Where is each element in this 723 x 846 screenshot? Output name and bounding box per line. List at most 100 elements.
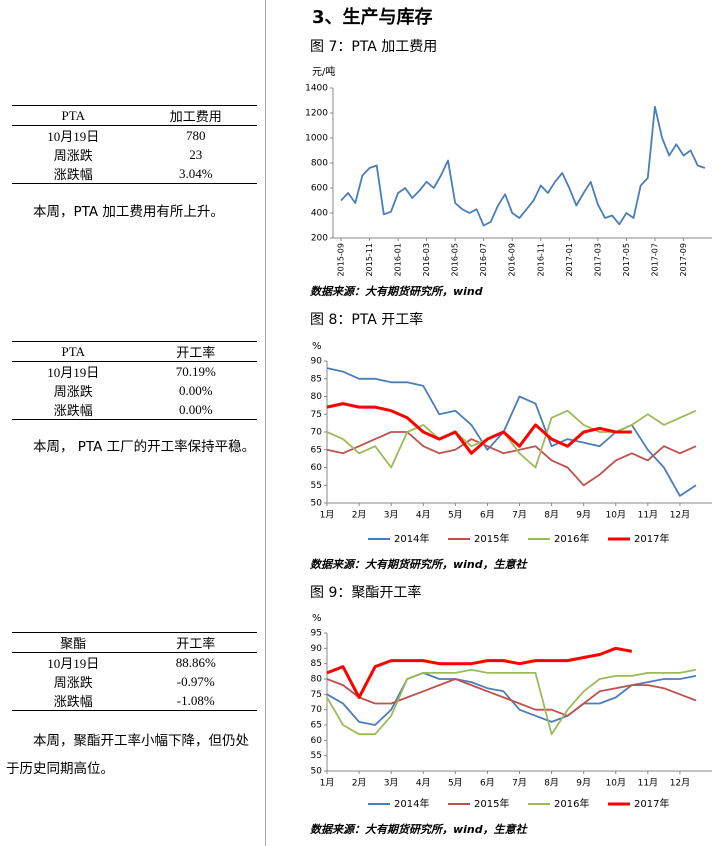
x-tick-label: 6月 (480, 510, 495, 521)
section-heading: 3、生产与库存 (312, 6, 433, 28)
table: PTA 开工率 10月19日 70.19% 周涨跌 0.00% 涨跌幅 0.00% (12, 341, 257, 420)
note: 本周， PTA 工厂的开工率保持平稳。 (33, 439, 256, 455)
y-tick-label: 80 (311, 392, 323, 402)
y-tick-label: 60 (311, 463, 323, 473)
legend-label: 2014年 (394, 532, 429, 545)
header-cell: PTA (12, 105, 135, 126)
series-line (326, 646, 633, 699)
x-tick-label: 2016-01 (394, 243, 403, 276)
cell: -1.08% (134, 691, 257, 711)
cell: 88.86% (175, 654, 216, 670)
y-tick-label: 90 (311, 357, 323, 367)
y-tick-label: 85 (311, 659, 322, 669)
x-tick-label: 7月 (512, 510, 527, 521)
x-tick-label: 8月 (544, 778, 559, 789)
y-tick-label: 600 (311, 184, 328, 194)
x-tick-label: 5月 (448, 778, 463, 789)
legend-label: 2016年 (554, 532, 589, 545)
note: 本周，聚酯开工率小幅下降，但仍处于历史同期高位。 (6, 733, 249, 777)
y-tick-label: 200 (311, 234, 328, 244)
y-tick-label: 50 (311, 767, 323, 777)
legend-label: 2017年 (634, 532, 669, 545)
source-note: 数据来源：大有期货研究所，wind，生意社 (310, 558, 529, 571)
series-line (340, 105, 706, 227)
cell: 0.00% (134, 400, 257, 420)
y-tick-label: 70 (311, 705, 323, 715)
series-line (326, 431, 697, 487)
y-tick-label: 65 (311, 445, 322, 455)
cell: 涨跌幅 (12, 691, 135, 711)
y-tick-label: 95 (311, 629, 322, 639)
cell: 周涨跌 (53, 384, 93, 399)
cell: 涨跌幅 (12, 164, 135, 184)
source-note: 数据来源：大有期货研究所，wind，生意社 (310, 823, 529, 836)
y-tick-label: 400 (311, 209, 328, 219)
x-tick-label: 2016-07 (479, 243, 488, 276)
unit-label: % (312, 613, 322, 624)
chart-title: 图 7：PTA 加工费用 (310, 39, 437, 55)
header-cell: 聚酯 (12, 632, 135, 653)
x-tick-label: 1月 (320, 778, 335, 789)
y-tick-label: 55 (311, 751, 322, 761)
x-tick-label: 2月 (352, 778, 367, 789)
unit-label: % (312, 341, 322, 352)
column-divider (265, 0, 266, 846)
y-tick-label: 1200 (305, 109, 328, 119)
cell: -0.97% (176, 673, 215, 689)
legend-label: 2014年 (394, 797, 429, 810)
x-tick-label: 2017-07 (650, 243, 659, 276)
x-tick-label: 9月 (576, 778, 591, 789)
x-tick-label: 2016-05 (451, 243, 460, 276)
x-tick-label: 1月 (320, 510, 335, 521)
chart-title: 图 8：PTA 开工率 (310, 311, 423, 328)
cell: 0.00% (178, 382, 213, 398)
y-tick-label: 60 (311, 736, 323, 746)
x-tick-label: 9月 (576, 510, 591, 521)
y-tick-label: 90 (311, 644, 323, 654)
x-tick-label: 2017-01 (565, 243, 574, 276)
legend-label: 2015年 (474, 797, 509, 810)
cell: 周涨跌 (53, 148, 93, 163)
chart-title: 图 9：聚酯开工率 (310, 584, 421, 601)
cell: 周涨跌 (53, 675, 93, 690)
x-tick-label: 6月 (480, 778, 495, 789)
header-cell: 加工费用 (134, 105, 257, 126)
series-line (326, 367, 697, 497)
series-line (326, 402, 632, 455)
x-tick-label: 12月 (670, 510, 690, 521)
x-tick-label: 2月 (352, 510, 367, 521)
y-tick-label: 65 (311, 721, 322, 731)
cell: 70.19% (175, 363, 216, 379)
legend-label: 2017年 (634, 797, 669, 810)
x-tick-label: 3月 (384, 778, 399, 789)
table: 聚酯 开工率 10月19日 88.86% 周涨跌 -0.97% 涨跌幅 -1.08% (12, 632, 257, 711)
legend-label: 2016年 (554, 797, 589, 810)
cell: 780 (186, 127, 206, 143)
y-tick-label: 75 (311, 690, 322, 700)
x-tick-label: 2016-11 (536, 243, 545, 276)
x-tick-label: 4月 (416, 510, 431, 521)
table: PTA 加工费用 10月19日 780 周涨跌 23 涨跌幅 3.04% (12, 105, 257, 184)
y-tick-label: 55 (311, 481, 322, 491)
series-line (326, 409, 697, 469)
y-tick-label: 50 (311, 499, 323, 509)
y-tick-label: 70 (311, 428, 323, 438)
cell: 23 (189, 146, 203, 162)
x-tick-label: 11月 (638, 778, 658, 789)
y-tick-label: 800 (311, 159, 328, 169)
y-tick-label: 75 (311, 410, 322, 420)
cell: 3.04% (134, 164, 257, 184)
cell: 10月19日 (47, 656, 100, 671)
x-tick-label: 5月 (448, 510, 463, 521)
y-tick-label: 1000 (305, 134, 328, 144)
y-tick-label: 85 (311, 374, 322, 384)
header-cell: 开工率 (134, 341, 257, 362)
unit-label: 元/吨 (312, 65, 335, 78)
x-tick-label: 2016-09 (508, 243, 517, 276)
cell: 10月19日 (47, 129, 100, 144)
x-tick-label: 2017-03 (593, 243, 602, 276)
x-tick-label: 2015-09 (337, 243, 346, 276)
note: 本周，PTA 加工费用有所上升。 (33, 204, 224, 220)
x-tick-label: 12月 (670, 778, 690, 789)
